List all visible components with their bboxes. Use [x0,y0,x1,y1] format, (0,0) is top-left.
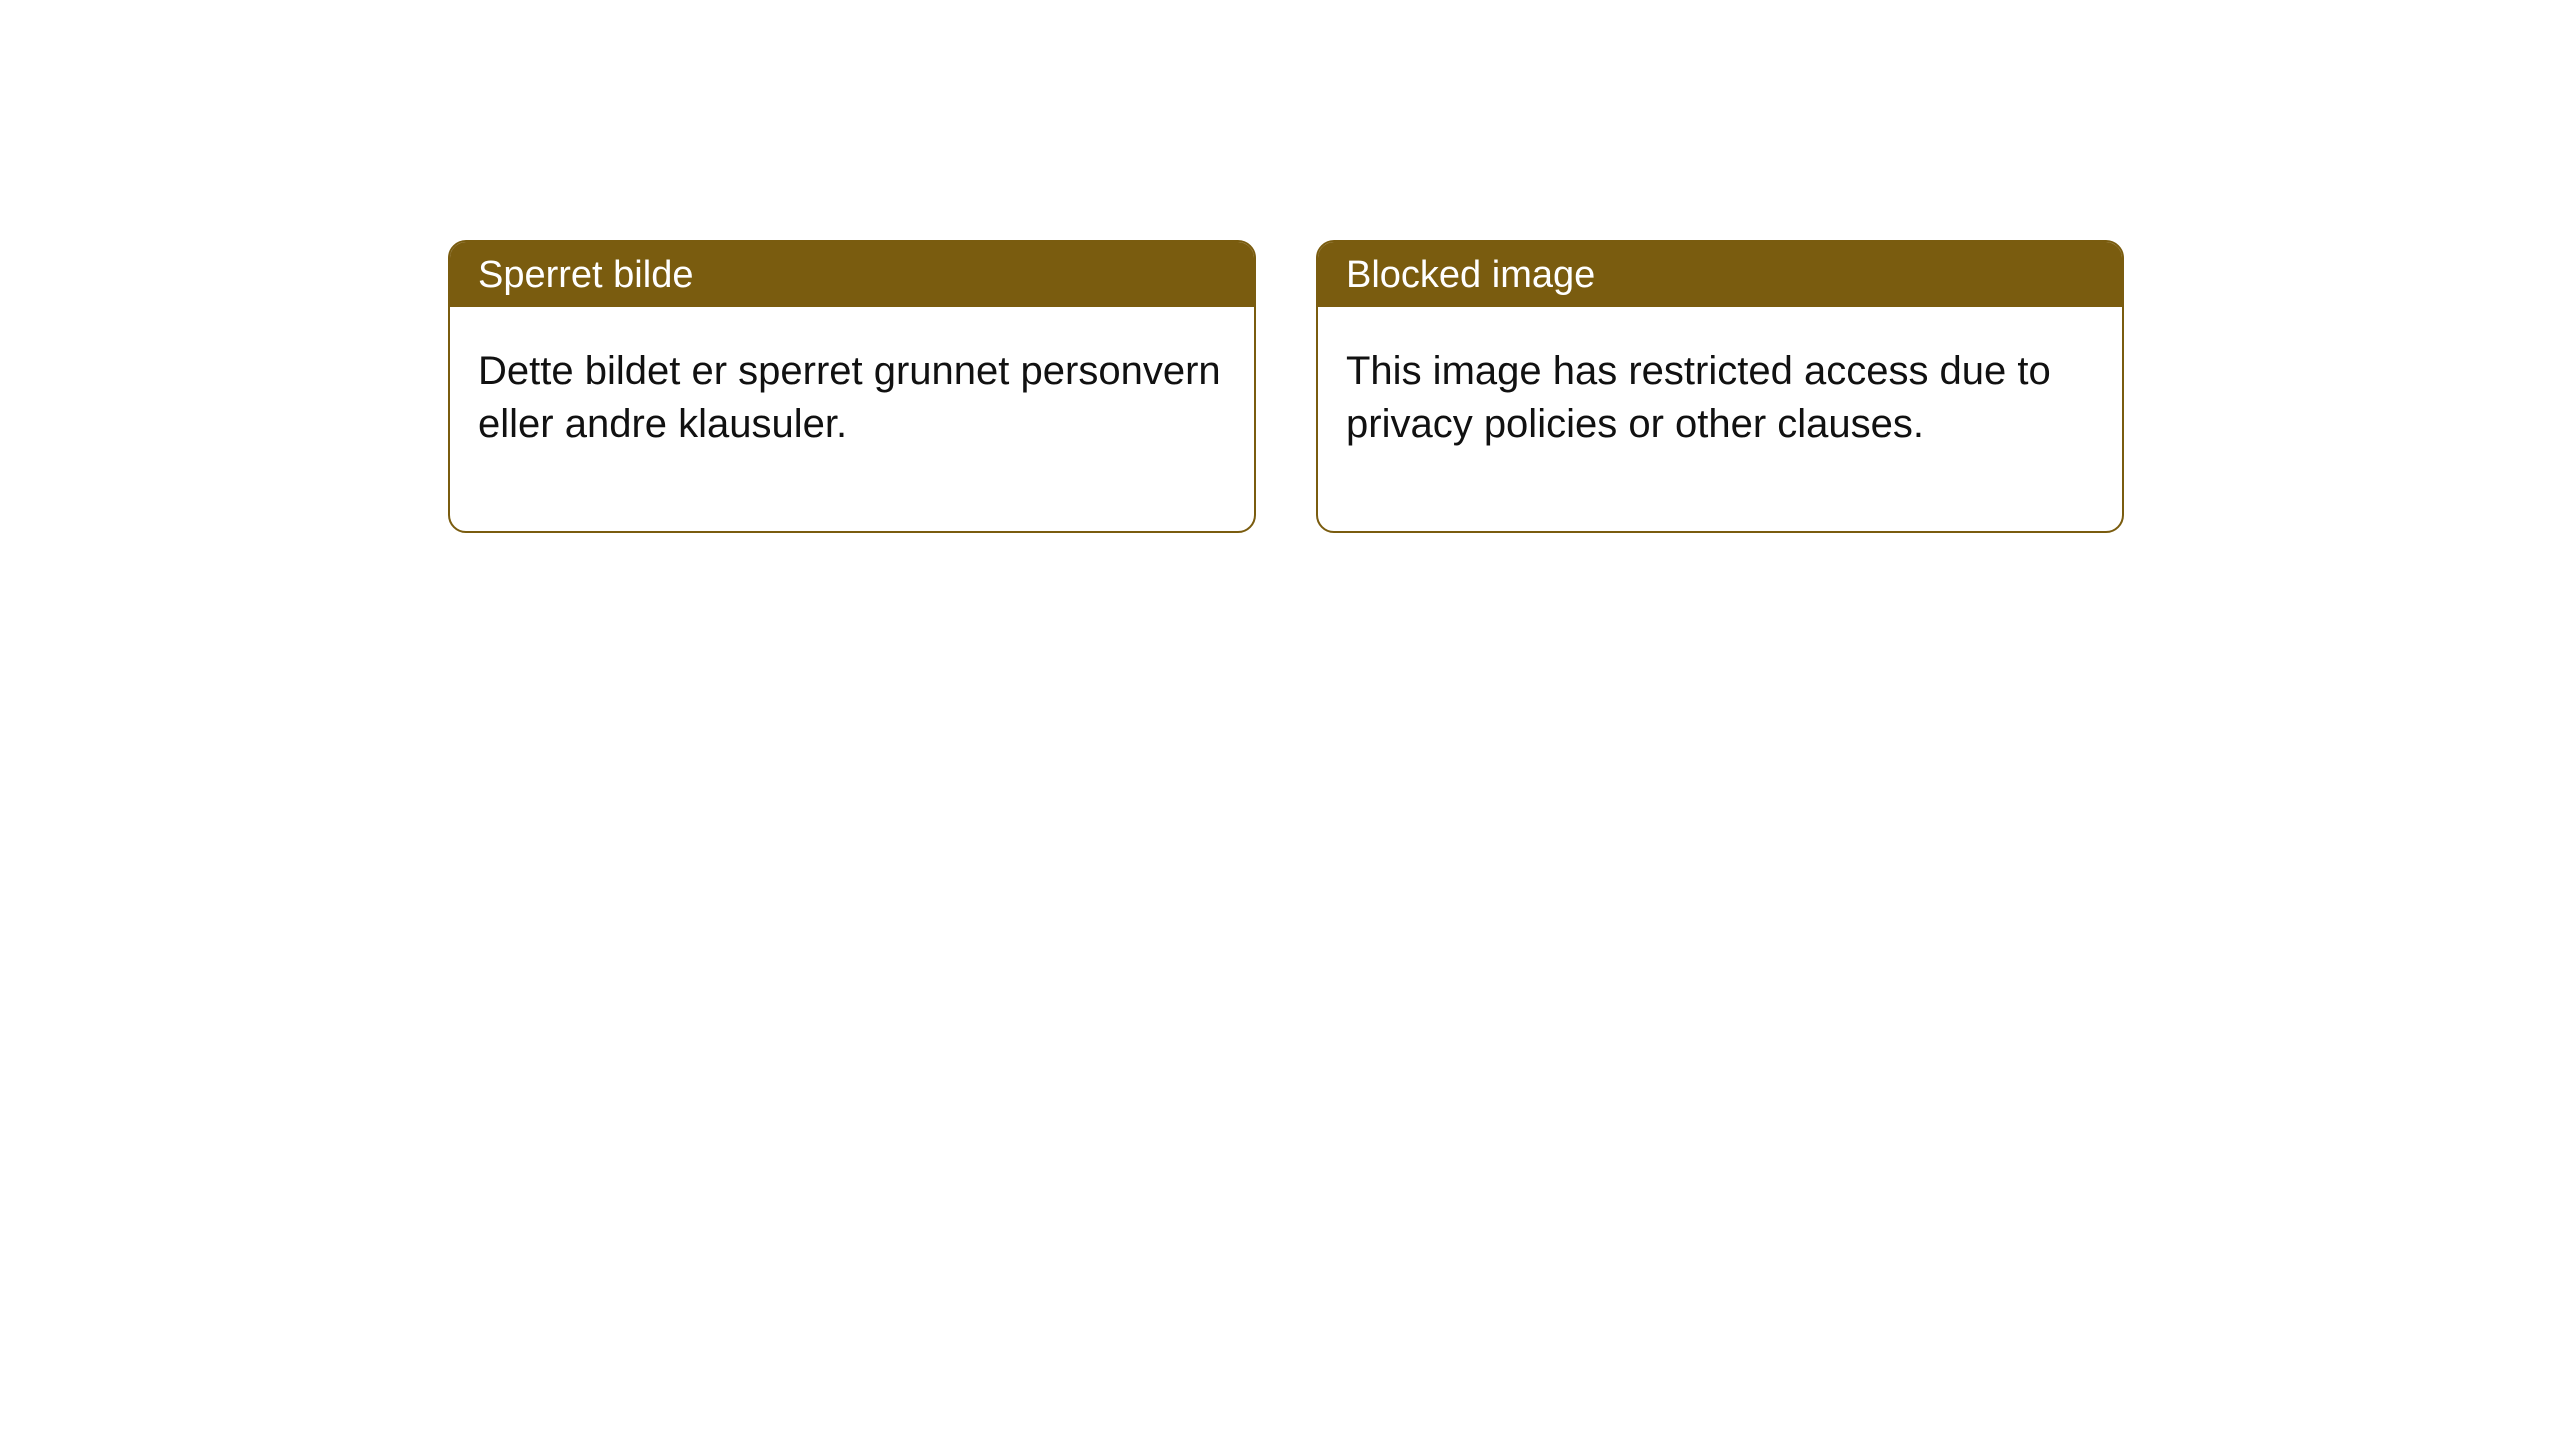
notice-container: Sperret bilde Dette bildet er sperret gr… [448,240,2124,533]
notice-card-title: Sperret bilde [450,242,1254,307]
notice-card-english: Blocked image This image has restricted … [1316,240,2124,533]
notice-card-body: This image has restricted access due to … [1318,307,2122,531]
notice-card-title: Blocked image [1318,242,2122,307]
notice-card-norwegian: Sperret bilde Dette bildet er sperret gr… [448,240,1256,533]
notice-card-body: Dette bildet er sperret grunnet personve… [450,307,1254,531]
